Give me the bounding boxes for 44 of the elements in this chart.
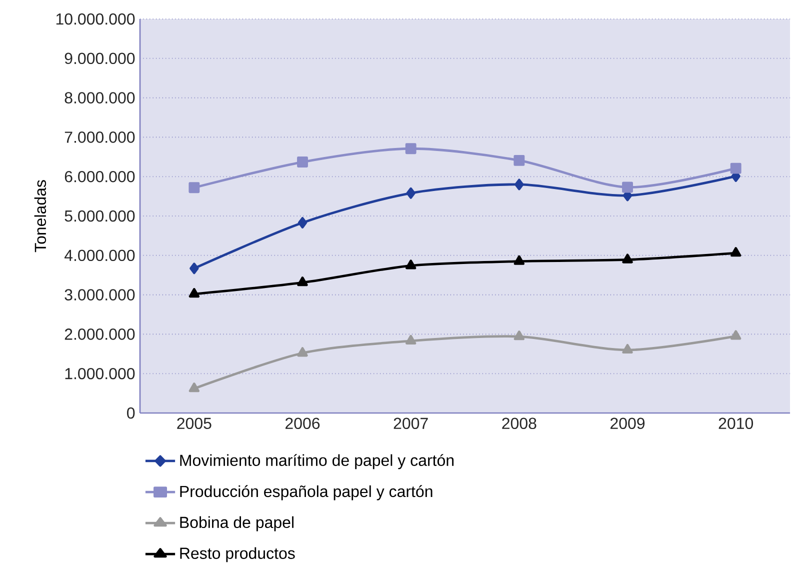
y-tick-label: 7.000.000 (64, 132, 135, 143)
legend-label: Producción española papel y cartón (180, 485, 432, 500)
point (514, 154, 525, 166)
point (730, 330, 742, 340)
point (188, 382, 200, 392)
point (188, 288, 200, 298)
point (298, 216, 308, 228)
y-tick-label: 3.000.000 (64, 289, 135, 300)
y-tick-label: 8.000.000 (64, 92, 135, 104)
point (730, 247, 742, 257)
legend-label: Resto productos (180, 547, 295, 562)
x-tick-label: 2005 (177, 418, 212, 430)
point (622, 344, 633, 354)
point (622, 182, 633, 193)
point (297, 347, 308, 357)
point (405, 143, 416, 154)
point (297, 276, 308, 286)
y-tick-label: 6.000.000 (64, 170, 135, 182)
point (514, 178, 524, 190)
x-tick-label: 2007 (394, 418, 428, 430)
point (514, 255, 525, 265)
point (406, 187, 416, 199)
point (297, 156, 308, 168)
point (622, 254, 633, 264)
point (405, 260, 416, 270)
point (190, 262, 199, 274)
x-tick-label: 2009 (610, 418, 645, 430)
y-tick-label: 0 (127, 407, 135, 419)
point (514, 330, 525, 340)
y-tick-label: 10.000.000 (56, 13, 135, 25)
y-tick-label: 2.000.000 (64, 328, 135, 340)
y-axis-title: Toneladas (34, 180, 46, 252)
point (188, 182, 200, 194)
x-tick-label: 2010 (718, 418, 754, 430)
point (730, 162, 742, 174)
x-tick-label: 2006 (286, 418, 320, 430)
legend-label: Bobina de papel (180, 516, 294, 532)
legend-label: Movimiento marítimo de papel y cartón (180, 454, 454, 470)
point (405, 334, 416, 344)
x-tick-label: 2008 (502, 418, 536, 430)
y-tick-label: 5.000.000 (64, 210, 135, 222)
y-tick-label: 9.000.000 (64, 52, 135, 64)
y-tick-label: 4.000.000 (64, 250, 135, 262)
y-tick-label: 1.000.000 (65, 368, 135, 380)
